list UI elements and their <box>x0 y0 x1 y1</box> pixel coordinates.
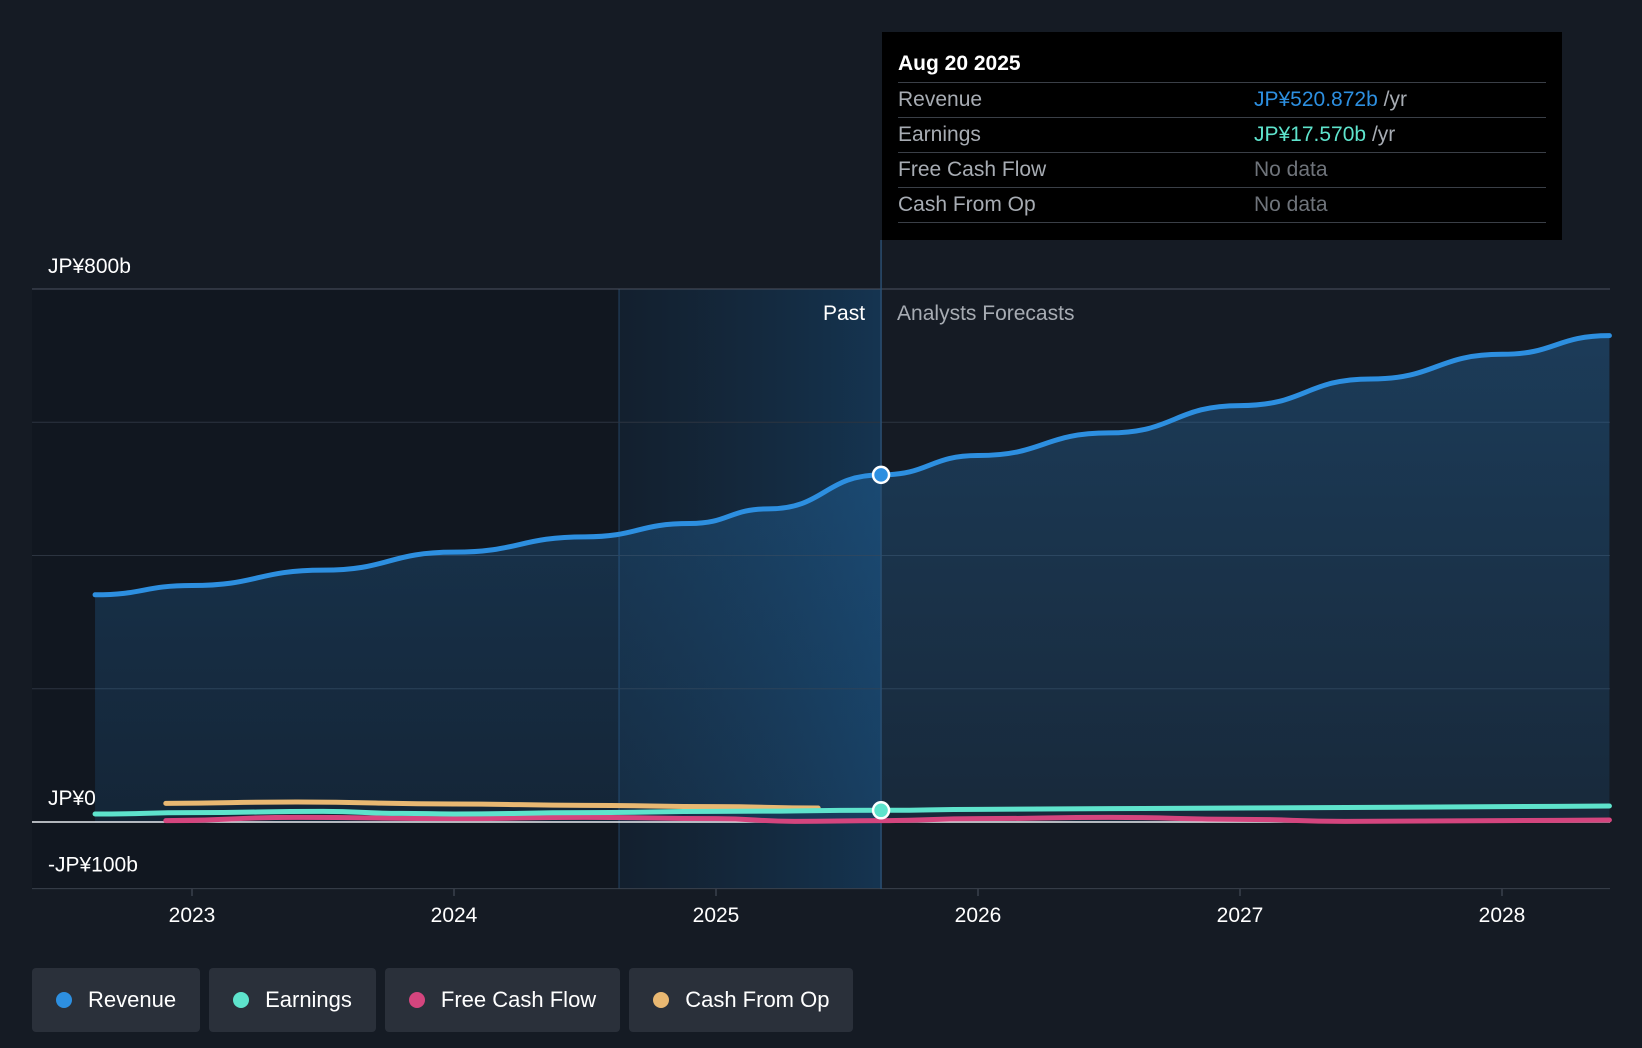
legend-label: Earnings <box>265 987 352 1012</box>
tooltip-row-free-cash-flow: Free Cash Flow No data <box>898 153 1546 188</box>
tooltip-label: Earnings <box>898 123 981 146</box>
legend-dot-icon <box>408 992 425 1008</box>
legend-item-revenue[interactable]: Revenue <box>32 968 201 1032</box>
tooltip-value: No data <box>1254 158 1328 181</box>
x-tick-label: 2026 <box>955 904 1002 927</box>
tooltip-row-earnings: Earnings JP¥17.570b /yr <box>898 118 1546 153</box>
legend-label: Free Cash Flow <box>440 987 597 1012</box>
legend-item-earnings[interactable]: Earnings <box>209 968 376 1032</box>
tooltip-value-wrap: No data <box>1254 153 1328 187</box>
x-tick-label: 2025 <box>693 904 740 927</box>
tooltip-label: Cash From Op <box>898 193 1036 216</box>
legend-dot-icon <box>233 992 250 1008</box>
legend-dot-icon <box>653 992 670 1008</box>
tooltip-label: Free Cash Flow <box>898 158 1047 181</box>
tooltip-value: No data <box>1254 193 1328 216</box>
legend-label: Cash From Op <box>685 987 830 1012</box>
revenue-area <box>95 335 1610 822</box>
tooltip-unit: /yr <box>1371 123 1396 146</box>
legend-dot-icon <box>56 992 72 1008</box>
y-label: JP¥800b <box>48 255 131 278</box>
x-tick-label: 2028 <box>1479 904 1526 927</box>
legend: Revenue Earnings Free Cash Flow Cash Fro… <box>32 968 854 1032</box>
tooltip-label: Revenue <box>898 88 983 111</box>
tooltip-value-wrap: JP¥520.872b /yr <box>1254 83 1407 117</box>
y-label: -JP¥100b <box>48 854 138 877</box>
earnings-line <box>92 803 1612 817</box>
tooltip-value: JP¥520.872b <box>1254 88 1378 111</box>
tooltip-row-revenue: Revenue JP¥520.872b /yr <box>898 83 1546 118</box>
legend-label: Revenue <box>88 987 177 1012</box>
tooltip-value-wrap: No data <box>1254 188 1328 222</box>
x-tick-label: 2027 <box>1217 904 1264 927</box>
cash-from-op-line <box>163 799 821 811</box>
y-label: JP¥0 <box>48 787 96 810</box>
tooltip: Aug 20 2025 Revenue JP¥520.872b /yr Earn… <box>882 32 1562 240</box>
earnings-marker <box>871 801 891 820</box>
x-tick-label: 2024 <box>431 904 478 927</box>
revenue-marker <box>871 465 891 485</box>
tooltip-value: JP¥17.570b <box>1254 123 1367 146</box>
tooltip-row-cash-from-op: Cash From Op No data <box>898 188 1546 223</box>
tooltip-date: Aug 20 2025 <box>898 32 1546 83</box>
legend-item-free-cash-flow[interactable]: Free Cash Flow <box>384 968 621 1032</box>
legend-item-cash-from-op[interactable]: Cash From Op <box>629 968 854 1032</box>
revenue-line <box>92 333 1612 598</box>
x-tick-label: 2023 <box>169 904 216 927</box>
tooltip-unit: /yr <box>1383 88 1407 111</box>
tooltip-value-wrap: JP¥17.570b /yr <box>1254 118 1395 152</box>
past-label: Past <box>823 302 865 325</box>
free-cash-flow-line <box>163 814 1612 824</box>
forecast-label: Analysts Forecasts <box>897 302 1074 325</box>
